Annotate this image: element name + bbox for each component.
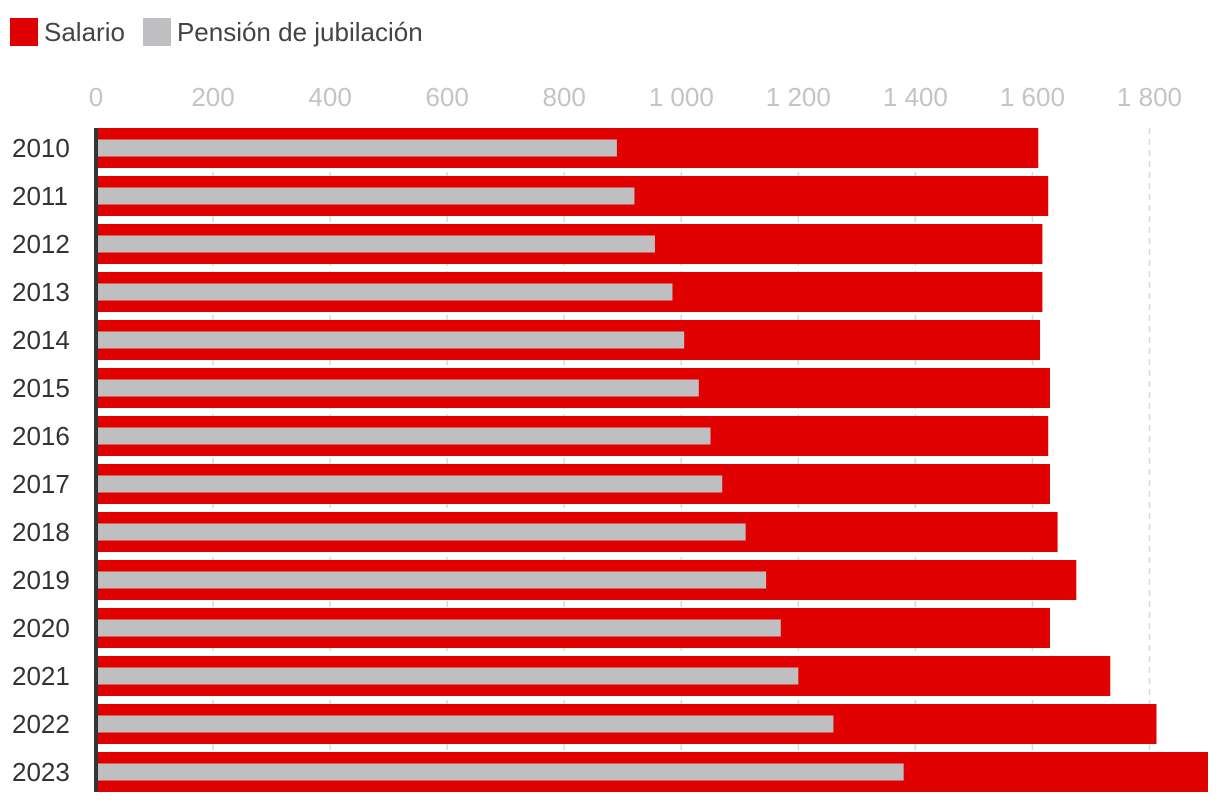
category-label: 2016 (12, 421, 70, 451)
bar-pension (96, 331, 685, 349)
bar-pension (96, 619, 781, 637)
category-label: 2010 (12, 133, 70, 163)
bar-pension (96, 379, 699, 397)
x-tick-label: 1 800 (1117, 82, 1182, 112)
category-label: 2023 (12, 757, 70, 787)
x-tick-label: 1 600 (1000, 82, 1065, 112)
category-label: 2018 (12, 517, 70, 547)
legend-item-salario: Salario (10, 17, 125, 48)
category-label: 2017 (12, 469, 70, 499)
x-axis-ticks: 0 200 400 600 800 1 000 1 200 1 400 1 600 1 800 (89, 82, 1182, 112)
bar-pension (96, 475, 723, 493)
x-tick-label: 1 400 (883, 82, 948, 112)
bar-pension (96, 715, 834, 733)
bar-pension (96, 235, 655, 253)
category-label: 2014 (12, 325, 70, 355)
legend-item-pension: Pensión de jubilación (142, 16, 423, 48)
x-tick-label: 800 (543, 82, 586, 112)
category-label: 2012 (12, 229, 70, 259)
bar-pension (96, 139, 617, 157)
legend-swatch-salario (10, 18, 38, 46)
x-tick-label: 1 000 (649, 82, 714, 112)
category-label: 2019 (12, 565, 70, 595)
x-tick-label: 1 200 (766, 82, 831, 112)
category-label: 2015 (12, 373, 70, 403)
bar-pension (96, 667, 799, 685)
x-tick-label: 400 (308, 82, 351, 112)
y-axis-categories: 2010 2011 2012 2013 2014 2015 2016 2017 2018 2019… (12, 133, 70, 787)
bar-pension (96, 427, 711, 445)
legend-label-salario: Salario (44, 16, 125, 47)
x-tick-label: 200 (191, 82, 234, 112)
legend-swatch-pension (142, 18, 171, 46)
category-label: 2011 (12, 181, 68, 211)
bar-pension (96, 283, 673, 301)
x-tick-label: 0 (89, 82, 103, 112)
bar-pension (96, 187, 635, 205)
category-label: 2020 (12, 613, 70, 643)
bars (96, 128, 1208, 792)
bar-pension (96, 571, 767, 589)
bar-pension (96, 523, 746, 541)
legend: Salario Pensión de jubilación (10, 16, 441, 48)
bar-pension (96, 763, 904, 781)
category-label: 2021 (12, 661, 70, 691)
x-tick-label: 600 (425, 82, 468, 112)
category-label: 2022 (12, 709, 70, 739)
category-label: 2013 (12, 277, 70, 307)
legend-label-pension: Pensión de jubilación (176, 16, 423, 47)
